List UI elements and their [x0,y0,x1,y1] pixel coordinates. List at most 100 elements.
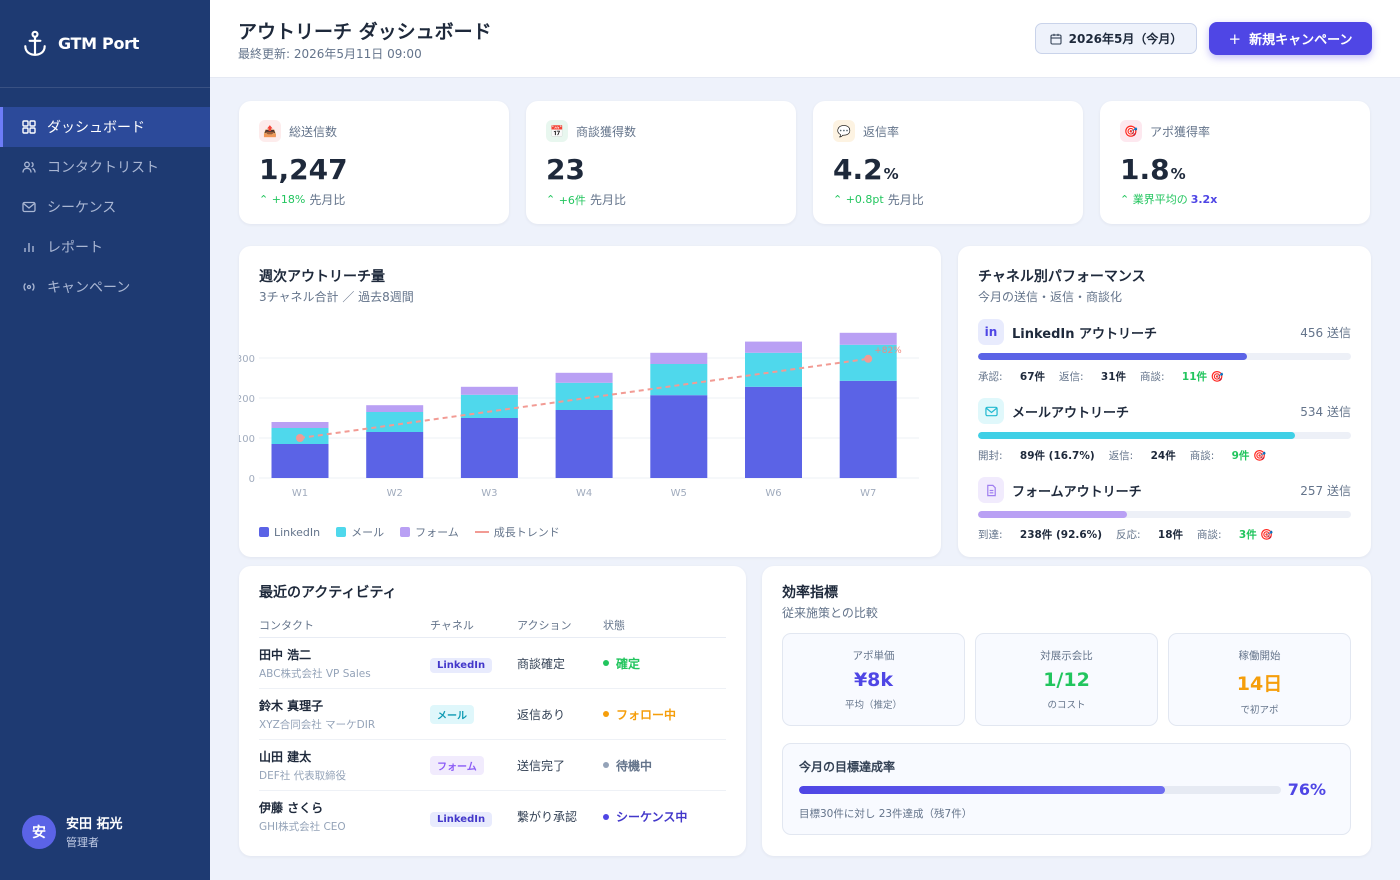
app-name: GTM Port [58,34,140,53]
bar-3-LinkedIn [555,410,613,478]
anchor-icon [24,30,46,56]
speech-bubble-icon: 💬 [833,120,855,142]
kpi-label: 商談獲得数 [576,124,637,139]
status-badge: フォロー中 [603,706,726,723]
kpi-card-total-sent: 📤 総送信数 1,247 ⌃ +18% 先月比 [239,101,509,224]
metric-time-to-first-appointment: 稼働開始 14日 で初アポ [1168,633,1351,726]
broadcast-icon [23,283,35,291]
chart-legend: LinkedIn メール フォーム 成長トレンド [259,524,576,540]
app-logo[interactable]: GTM Port [0,0,210,88]
sidebar-item-label: レポート [47,240,103,256]
x-tick-label: W6 [765,488,781,499]
y-tick-label: 100 [239,434,255,445]
card-subtitle: 今月の送信・返信・商談化 [978,290,1123,304]
x-tick-label: W5 [671,488,687,499]
sidebar-item-campaigns[interactable]: キャンペーン [0,267,210,307]
new-campaign-button[interactable]: + 新規キャンペーン [1209,22,1372,55]
goal-percent: 76% [1287,780,1326,799]
legend-item-mail: メール [336,524,384,540]
bar-0-フォーム [271,422,329,428]
trend-line [299,357,869,439]
channel-row-mail[interactable]: メールアウトリーチ 534 送信 開封: 89件 (16.7%) 返信: 24件… [978,398,1351,463]
card-title: 効率指標 [782,585,838,601]
bar-6-LinkedIn [839,380,897,478]
mail-icon [978,398,1004,424]
legend-item-trend: 成長トレンド [474,524,560,540]
table-row[interactable]: 田中 浩二 ABC株式会社 VP Sales LinkedIn 商談確定 確定 [259,638,726,689]
channel-badge: フォーム [430,756,484,775]
user-profile[interactable]: 安 安田 拓光 管理者 [22,813,123,850]
legend-item-linkedin: LinkedIn [259,524,320,540]
weekly-outreach-card: 週次アウトリーチ量 3チャネル合計 ／ 過去8週間 0 100 200 300 W1 W2… [239,246,941,557]
x-tick-label: W7 [860,488,876,499]
sidebar-item-sequences[interactable]: シーケンス [0,187,210,227]
avatar: 安 [22,814,56,849]
month-label: 2026年5月（今月） [1068,32,1183,46]
monthly-goal-panel: 今月の目標達成率 76% 目標30件に対し 23件達成（残7件） [782,743,1351,835]
kpi-card-appointment-rate: 🎯 アポ獲得率 1.8% ⌃ 業界平均の 3.2x [1100,101,1370,224]
last-updated: 最終更新: 2026年5月11日 09:00 [238,47,422,61]
bar-5-LinkedIn [745,386,802,478]
channel-row-linkedin[interactable]: in LinkedIn アウトリーチ 456 送信 承認: 67件 返信: 31… [978,319,1351,384]
document-icon [978,477,1004,503]
channel-badge: メール [430,705,474,724]
bar-4-フォーム [650,352,708,364]
linkedin-icon: in [978,319,1004,345]
bar-2-メール [460,394,518,418]
target-icon: 🎯 [1120,120,1142,142]
bar-1-LinkedIn [366,432,424,478]
trend-annotation: +82% [874,346,902,356]
kpi-value: 23 [546,153,585,186]
kpi-value: 1.8% [1120,153,1186,186]
bar-2-LinkedIn [460,418,518,478]
recent-activity-card: 最近のアクティビティ コンタクト チャネル アクション 状態 田中 浩二 ABC株… [239,566,746,856]
bar-3-メール [555,382,613,410]
bar-2-フォーム [460,386,518,395]
legend-item-form: フォーム [400,524,459,540]
table-row[interactable]: 鈴木 真理子 XYZ合同会社 マーケDIR メール 返信あり フォロー中 [259,689,726,740]
calendar-icon: 📅 [546,120,568,142]
x-tick-label: W3 [481,488,497,499]
card-title: チャネル別パフォーマンス [978,269,1146,285]
outbox-icon: 📤 [259,120,281,142]
sidebar-item-label: ダッシュボード [47,120,145,136]
card-subtitle: 従来施策との比較 [782,606,878,620]
kpi-label: 返信率 [863,124,900,139]
calendar-icon [1050,33,1062,45]
channel-progress-fill [978,432,1296,439]
kpi-delta: ⌃ +0.8pt 先月比 [833,193,924,207]
metric-cost-per-appointment: アポ単価 ¥8k 平均（推定） [782,633,965,726]
channel-row-form[interactable]: フォームアウトリーチ 257 送信 到達: 238件 (92.6%) 反応: 1… [978,477,1351,542]
kpi-delta: ⌃ 業界平均の 3.2x [1120,192,1218,207]
table-row[interactable]: 山田 建太 DEF社 代表取締役 フォーム 送信完了 待機中 [259,740,726,791]
sidebar: GTM Port ダッシュボード コンタクトリスト シーケンス レポート キャン… [0,0,210,880]
channel-progress-fill [978,511,1128,518]
kpi-delta: ⌃ +18% 先月比 [259,193,346,207]
trend-point [864,354,873,363]
channel-badge: LinkedIn [430,658,493,673]
users-icon [22,161,36,173]
x-tick-label: W2 [387,488,403,499]
kpi-delta: ⌃ +6件 先月比 [546,193,626,207]
goal-progress-fill [799,786,1166,794]
kpi-value: 4.2% [833,153,899,186]
channel-badge: LinkedIn [430,811,493,827]
bar-6-フォーム [839,332,897,345]
status-badge: 待機中 [603,757,726,774]
table-row[interactable]: 伊藤 さくら GHI株式会社 CEO LinkedIn 繋がり承認 シーケンス中 [259,791,726,842]
sidebar-item-reports[interactable]: レポート [0,227,210,267]
sidebar-item-contacts[interactable]: コンタクトリスト [0,147,210,187]
card-subtitle: 3チャネル合計 ／ 過去8週間 [259,290,414,304]
sidebar-item-dashboard[interactable]: ダッシュボード [0,107,210,147]
kpi-card-meetings: 📅 商談獲得数 23 ⌃ +6件 先月比 [526,101,796,224]
status-badge: シーケンス中 [603,808,726,825]
user-role: 管理者 [66,836,99,849]
weekly-outreach-chart: 0100200300W1W2W3W4W5W6W7W8+82% [239,332,919,499]
mail-icon [22,201,36,213]
month-selector-button[interactable]: 2026年5月（今月） [1035,23,1197,54]
page-header: アウトリーチ ダッシュボード 最終更新: 2026年5月11日 09:00 20… [210,0,1400,78]
kpi-value: 1,247 [259,153,348,186]
table-header: コンタクト チャネル アクション 状態 [259,612,726,638]
bar-4-LinkedIn [650,395,708,478]
x-tick-label: W1 [292,488,308,499]
